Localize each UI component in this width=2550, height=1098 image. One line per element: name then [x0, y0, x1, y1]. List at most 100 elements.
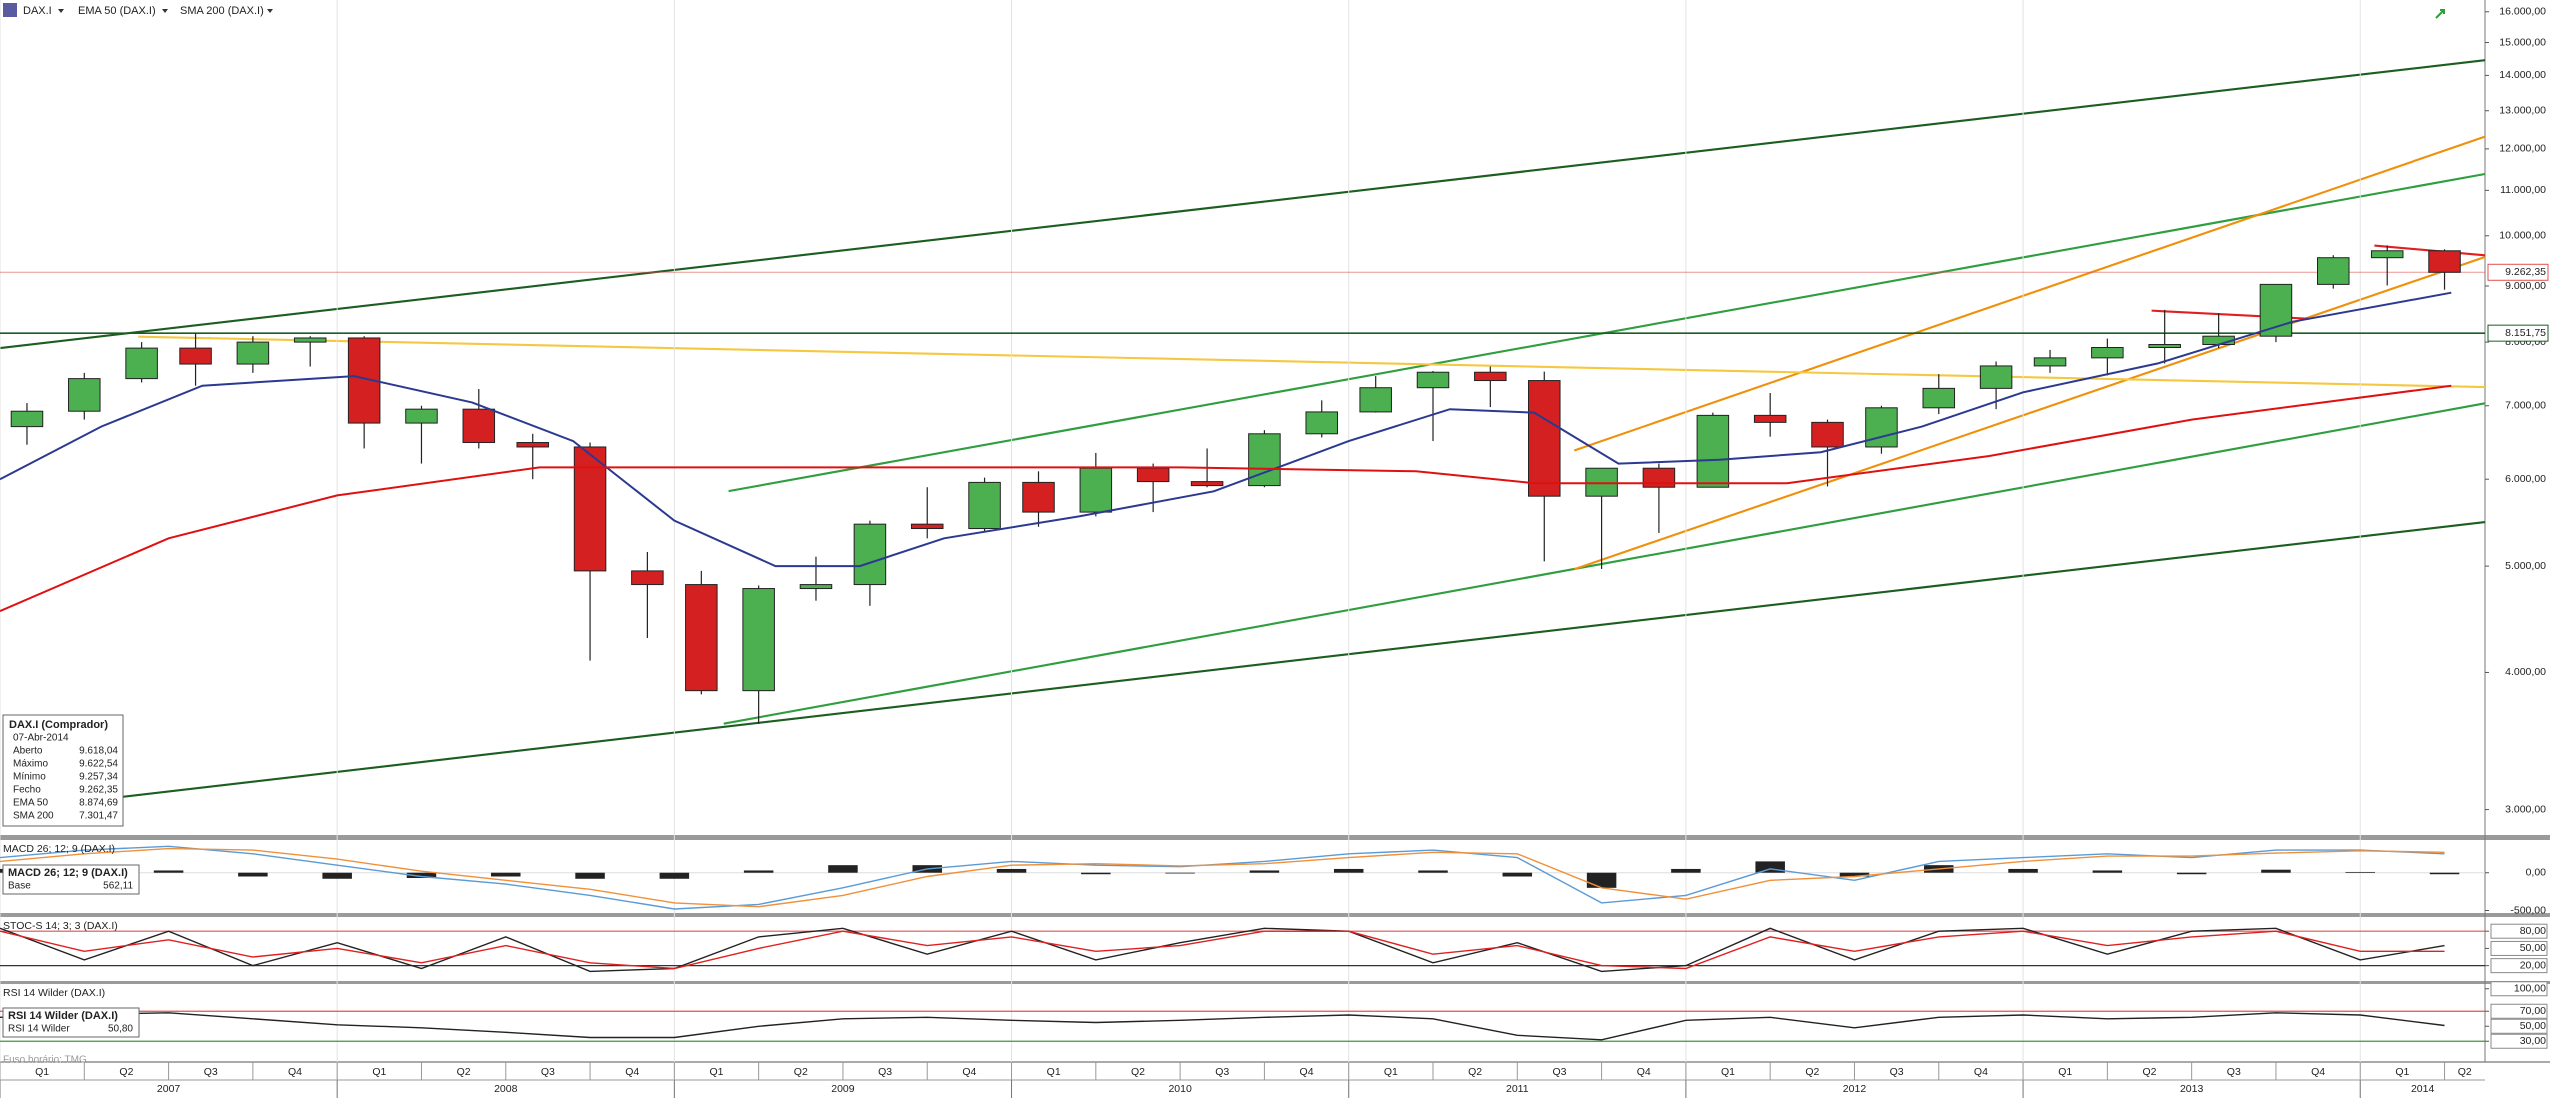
candle-body — [631, 570, 664, 586]
price-marker-box — [2487, 324, 2549, 342]
candle-body — [1865, 407, 1898, 448]
y-tick-box — [2490, 940, 2548, 956]
timezone: Fuso horário: TMG — [3, 1055, 87, 1066]
x-tick-label: Q2 — [1468, 1066, 1482, 1078]
candle-body — [462, 408, 496, 444]
trend-line — [121, 520, 2486, 798]
symbol-selector[interactable]: DAX.I — [23, 5, 52, 17]
y-tick-box — [2490, 981, 2548, 997]
info-label: SMA 200 — [13, 811, 54, 822]
candle-body — [1190, 481, 1224, 487]
candle-body — [2091, 347, 2124, 359]
y-tick-label: 100,00 — [2514, 983, 2546, 995]
histogram-bar — [2092, 870, 2123, 873]
candle-body — [179, 347, 212, 365]
histogram-bar — [1839, 872, 1870, 877]
y-tick-label: 10.000,00 — [2499, 230, 2546, 242]
candle-body — [573, 446, 607, 572]
candle-body — [1416, 371, 1450, 389]
indicator-line — [0, 1012, 2445, 1041]
y-tick-label: 13.000,00 — [2499, 105, 2546, 117]
candle-body — [1248, 433, 1281, 487]
x-tick-label: Q2 — [457, 1066, 471, 1078]
candle-body — [2148, 343, 2181, 349]
candle-body — [1136, 467, 1170, 483]
year-label: 2007 — [157, 1083, 181, 1095]
histogram-bar — [743, 870, 774, 873]
panel-separator — [0, 835, 2550, 840]
histogram-bar — [1502, 872, 1533, 877]
x-tick-label: Q4 — [1300, 1066, 1314, 1078]
x-tick-label: Q2 — [1131, 1066, 1145, 1078]
legend-value: 50,80 — [108, 1024, 133, 1035]
legend-label: RSI 14 Wilder — [8, 1024, 70, 1035]
x-tick-label: Q1 — [1384, 1066, 1398, 1078]
legend-value: 562,11 — [103, 881, 133, 892]
x-tick-label: Q1 — [1047, 1066, 1061, 1078]
candle-body — [685, 584, 718, 692]
x-tick-label: Q2 — [1805, 1066, 1819, 1078]
info-label: Fecho — [13, 785, 41, 796]
histogram-bar — [2429, 872, 2460, 875]
overlay-selector[interactable]: SMA 200 (DAX.I) — [180, 5, 264, 17]
histogram-bar — [322, 872, 352, 879]
y-tick-label: 6.000,00 — [2505, 473, 2546, 485]
y-tick-label: 11.000,00 — [2500, 184, 2546, 196]
y-tick-label: 50,00 — [2520, 942, 2546, 954]
histogram-bar — [1418, 870, 1448, 873]
legend-title: MACD 26; 12; 9 (DAX.I) — [8, 867, 128, 879]
year-label: 2010 — [1168, 1083, 1192, 1095]
dropdown-arrows — [58, 9, 273, 13]
x-tick-label: Q2 — [794, 1066, 808, 1078]
y-tick-label: -500,00 — [2510, 904, 2546, 916]
candle-body — [236, 341, 270, 365]
legend-box — [2, 1007, 140, 1038]
candle-body — [1305, 411, 1338, 435]
histogram-bar — [828, 865, 858, 873]
overlay-line — [0, 291, 2452, 568]
legend-title: RSI 14 Wilder (DAX.I) — [8, 1010, 118, 1022]
info-label: Máximo — [13, 759, 48, 770]
y-tick-box — [2490, 958, 2548, 974]
candle-body — [1696, 414, 1730, 488]
histogram-bar — [406, 872, 437, 879]
candle-body — [293, 337, 327, 343]
y-tick-label: 16.000,00 — [2499, 6, 2546, 18]
x-tick-label: Q1 — [35, 1066, 49, 1078]
symbol-icon[interactable] — [3, 3, 17, 17]
candle-body — [1642, 467, 1676, 488]
histogram-bar — [2261, 869, 2291, 873]
trend-line — [1573, 135, 2486, 452]
histogram-bar — [659, 872, 690, 879]
candle-body — [1474, 371, 1507, 382]
info-value: 8.874,69 — [79, 798, 118, 809]
candle-body — [2428, 250, 2461, 273]
y-tick-label: 3.000,00 — [2505, 803, 2546, 815]
y-tick-label: 80,00 — [2520, 925, 2546, 937]
candle-body — [1811, 421, 1844, 448]
histogram-bar — [1586, 872, 1617, 888]
indicator-line — [0, 927, 2445, 973]
price-marker-label: 8.151,75 — [2505, 327, 2546, 339]
x-tick-label: Q3 — [2227, 1066, 2241, 1078]
x-tick-label: Q4 — [625, 1066, 639, 1078]
x-tick-label: Q3 — [541, 1066, 555, 1078]
year-label: 2011 — [1506, 1083, 1529, 1095]
candle-body — [853, 523, 887, 586]
overlay-selector[interactable]: EMA 50 (DAX.I) — [78, 5, 156, 17]
candle-body — [1528, 380, 1561, 497]
histogram-bar — [2345, 871, 2375, 873]
price-marker-label: 9.262,35 — [2505, 266, 2546, 278]
candle-body — [2033, 357, 2067, 367]
x-tick-label: Q1 — [2395, 1066, 2409, 1078]
year-label: 2014 — [2411, 1083, 2435, 1095]
legend-label: Base — [8, 881, 31, 892]
histogram-bar — [1755, 861, 1785, 873]
draw-tool-icon[interactable] — [2435, 9, 2445, 19]
candle-body — [1979, 365, 2013, 389]
x-tick-label: Q1 — [709, 1066, 723, 1078]
candle-body — [405, 408, 438, 424]
histogram-bar — [1081, 872, 1111, 875]
indicator-line — [0, 847, 2445, 908]
